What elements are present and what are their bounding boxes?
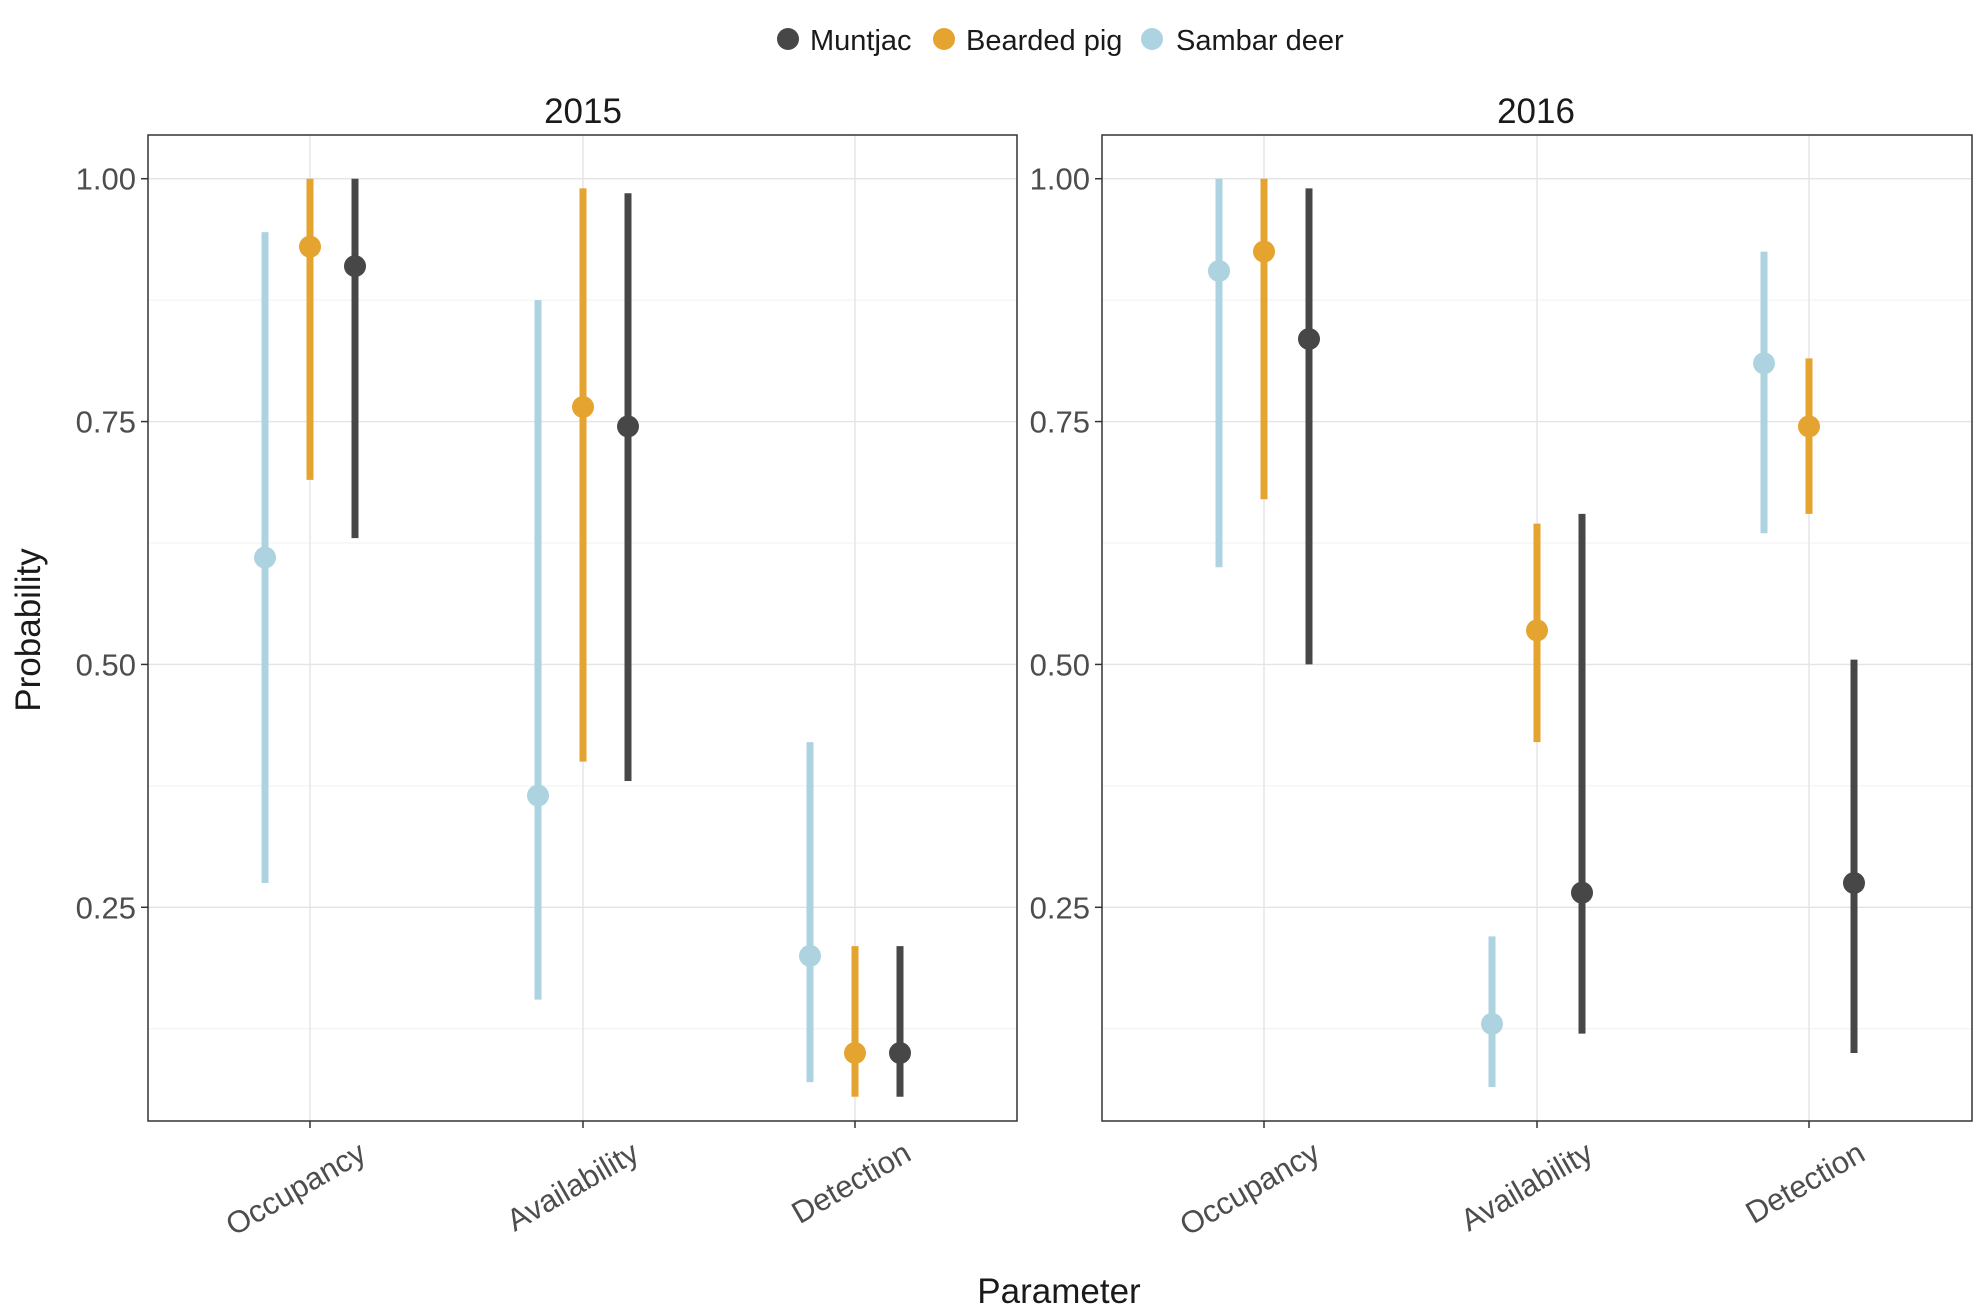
point-sambar-deer-availability	[527, 784, 549, 807]
legend-label-bearded-pig: Bearded pig	[966, 25, 1122, 57]
point-muntjac-occupancy	[1298, 328, 1320, 350]
point-sambar-deer-availability	[1481, 1012, 1503, 1035]
point-muntjac-availability	[617, 415, 639, 438]
x-tick-label-occupancy: Occupancy	[1174, 1135, 1326, 1243]
y-tick-label: 0.25	[76, 890, 136, 925]
y-tick-label: 0.25	[1030, 890, 1090, 925]
point-sambar-deer-detection	[1753, 352, 1775, 375]
x-tick-label-occupancy: Occupancy	[220, 1135, 372, 1243]
x-tick-label-availability: Availability	[1455, 1135, 1599, 1239]
panel-2015: 0.25 0.50 0.75 1.00 Occupancy Availability Det…	[76, 134, 1018, 1243]
legend-label-sambar-deer: Sambar deer	[1176, 25, 1344, 57]
point-muntjac-detection	[1843, 872, 1865, 894]
legend-key-muntjac	[777, 28, 799, 50]
point-bearded-pig-availability	[572, 396, 594, 418]
point-muntjac-occupancy	[344, 255, 366, 278]
point-sambar-deer-detection	[799, 944, 821, 967]
panel-2016: 0.25 0.50 0.75 1.00 Occupancy Availability Det…	[1030, 134, 1973, 1243]
legend-key-bearded-pig	[933, 28, 955, 50]
point-bearded-pig-occupancy	[299, 235, 321, 258]
point-muntjac-detection	[889, 1042, 911, 1064]
y-tick-label: 1.00	[1030, 162, 1090, 197]
panel-title-2015: 2015	[544, 92, 622, 131]
point-sambar-deer-occupancy	[1208, 260, 1230, 282]
x-tick-label-detection: Detection	[786, 1135, 917, 1231]
y-tick-label: 1.00	[76, 162, 136, 197]
x-tick-label-availability: Availability	[501, 1135, 645, 1239]
legend-label-muntjac: Muntjac	[810, 25, 912, 57]
point-bearded-pig-detection	[1798, 415, 1820, 438]
legend-key-sambar-deer	[1141, 28, 1163, 50]
y-tick-label: 0.50	[1030, 647, 1090, 682]
point-bearded-pig-detection	[844, 1042, 866, 1064]
panel-title-2016: 2016	[1497, 92, 1575, 131]
y-tick-label: 0.50	[76, 647, 136, 682]
y-tick-label: 0.75	[76, 405, 136, 440]
x-axis-title: Parameter	[977, 1272, 1141, 1311]
point-bearded-pig-occupancy	[1253, 240, 1275, 263]
y-tick-label: 0.75	[1030, 405, 1090, 440]
point-bearded-pig-availability	[1526, 619, 1548, 642]
point-muntjac-availability	[1571, 881, 1593, 904]
legend: Muntjac Bearded pig Sambar deer	[777, 25, 1344, 57]
x-tick-label-detection: Detection	[1740, 1135, 1871, 1231]
y-axis-title: Probability	[9, 548, 48, 712]
point-sambar-deer-occupancy	[254, 546, 276, 569]
